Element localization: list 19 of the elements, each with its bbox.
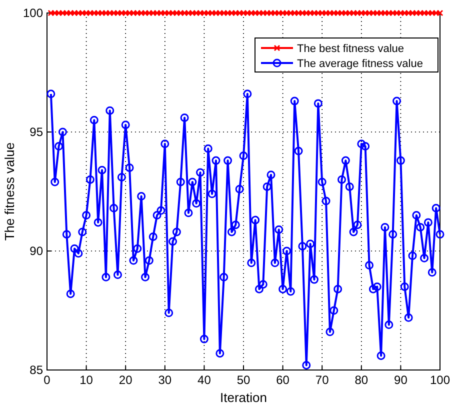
y-tick-label: 90 (30, 244, 44, 258)
x-tick-label: 20 (118, 373, 133, 387)
x-tick-label: 70 (315, 373, 330, 387)
y-tick-label: 85 (30, 363, 44, 377)
x-tick-label: 10 (80, 373, 94, 387)
x-tick-label: 100 (430, 373, 450, 387)
x-tick-label: 30 (158, 373, 172, 387)
legend-label: The best fitness value (297, 43, 404, 55)
x-tick-label: 0 (44, 373, 51, 387)
x-tick-label: 40 (198, 373, 212, 387)
y-tick-label: 100 (22, 6, 44, 20)
x-axis-title: Iteration (220, 390, 267, 405)
x-tick-label: 90 (394, 373, 408, 387)
legend-label: The average fitness value (297, 58, 423, 70)
y-axis-title: The fitness value (2, 142, 17, 241)
x-tick-label: 80 (354, 373, 368, 387)
x-tick-label: 60 (276, 373, 290, 387)
y-tick-label: 95 (30, 125, 44, 139)
x-tick-label: 50 (236, 373, 250, 387)
